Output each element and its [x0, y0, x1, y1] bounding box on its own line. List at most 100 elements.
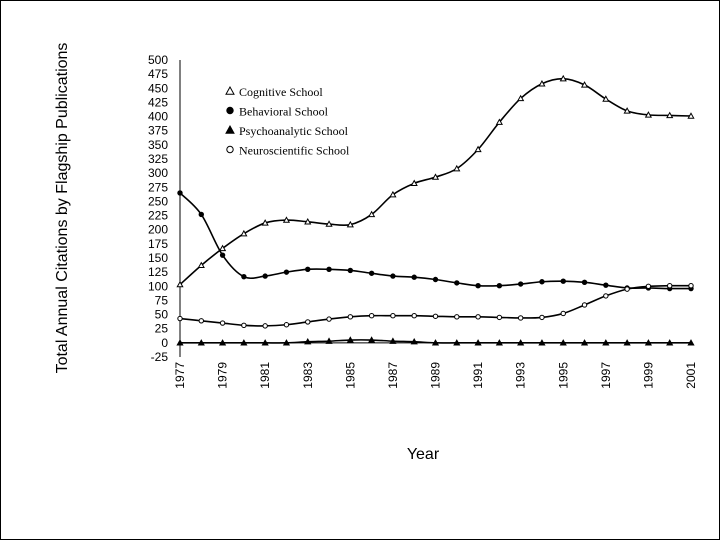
data-point-cognitive-school [218, 244, 227, 252]
data-point-behavioral-school [496, 283, 503, 289]
y-tick-label: 500 [148, 53, 168, 67]
x-tick-label: 1991 [471, 362, 485, 389]
data-point-psychoanalytic-school [410, 337, 418, 345]
data-point-cognitive-school [666, 111, 674, 119]
data-point-psychoanalytic-school [261, 339, 269, 346]
data-point-neuroscientific-school [603, 293, 609, 299]
x-tick-label: 1981 [258, 362, 272, 389]
data-point-behavioral-school [390, 273, 396, 279]
data-point-behavioral-school [368, 270, 375, 276]
y-tick-label: 75 [155, 293, 169, 307]
y-tick-label: 125 [148, 265, 168, 279]
data-point-cognitive-school [453, 164, 461, 172]
data-point-cognitive-school [197, 261, 205, 269]
data-point-neuroscientific-school [496, 314, 503, 321]
x-axis-ticks: 1977 1979 1981 1983 1985 1987 1989 1991 1993 1995… [173, 362, 698, 389]
data-point-psychoanalytic-school [389, 337, 397, 344]
x-tick-label: 1979 [216, 362, 230, 389]
x-tick-label: 1989 [429, 362, 443, 389]
legend-label-neuroscientific-school: Neuroscientific School [239, 144, 350, 158]
data-point-cognitive-school [346, 220, 354, 228]
series-cognitive-school [176, 74, 695, 288]
x-tick-label: 1985 [343, 362, 357, 389]
legend-label-cognitive-school: Cognitive School [239, 85, 323, 99]
data-point-behavioral-school [219, 252, 226, 258]
y-tick-label: 400 [148, 110, 168, 124]
data-point-psychoanalytic-school [240, 339, 248, 346]
data-point-cognitive-school [261, 219, 269, 226]
data-point-cognitive-school [410, 179, 418, 187]
x-tick-label: 1997 [599, 362, 613, 389]
data-point-psychoanalytic-school [538, 339, 546, 346]
data-point-behavioral-school [326, 266, 332, 273]
data-point-neuroscientific-school [262, 323, 268, 329]
data-point-neuroscientific-school [241, 322, 247, 329]
y-tick-label: 375 [148, 124, 168, 138]
data-point-neuroscientific-school [517, 315, 524, 321]
data-point-behavioral-school [177, 190, 183, 196]
data-point-psychoanalytic-school [197, 339, 205, 346]
data-point-cognitive-school [538, 79, 546, 87]
series-psychoanalytic-school [176, 336, 695, 346]
y-tick-label: 25 [155, 322, 169, 336]
data-point-behavioral-school [432, 276, 439, 283]
y-tick-label: 100 [148, 279, 168, 293]
data-point-neuroscientific-school [539, 314, 545, 321]
data-point-neuroscientific-school [411, 313, 417, 319]
y-tick-label: 250 [148, 194, 168, 208]
data-point-neuroscientific-school [454, 314, 460, 320]
data-point-cognitive-school [602, 95, 610, 102]
data-point-neuroscientific-school [581, 302, 588, 308]
y-axis-title: Total Annual Citations by Flagship Publi… [54, 43, 71, 374]
y-tick-label: 225 [148, 209, 168, 223]
y-tick-label: 175 [148, 237, 168, 251]
y-tick-label: 0 [161, 336, 168, 350]
data-point-neuroscientific-school [475, 314, 481, 320]
data-point-cognitive-school [495, 118, 503, 125]
y-tick-label: 475 [148, 67, 168, 81]
data-point-cognitive-school [176, 280, 184, 288]
x-tick-label: 1993 [514, 362, 528, 389]
data-point-cognitive-school [623, 107, 631, 114]
data-point-behavioral-school [517, 281, 524, 287]
data-point-psychoanalytic-school [687, 339, 695, 346]
data-point-psychoanalytic-school [474, 339, 482, 346]
data-point-behavioral-school [283, 269, 290, 275]
data-point-psychoanalytic-school [368, 336, 376, 343]
data-point-cognitive-school [240, 229, 248, 237]
x-tick-label: 1987 [386, 362, 400, 389]
x-tick-label: 1999 [641, 362, 655, 389]
data-point-psychoanalytic-school [218, 339, 227, 346]
data-point-behavioral-school [411, 274, 417, 280]
data-point-cognitive-school [559, 74, 567, 82]
series-neuroscientific-school [177, 283, 694, 329]
x-tick-label: 1983 [301, 362, 315, 389]
data-point-cognitive-school [517, 94, 525, 102]
data-point-cognitive-school [325, 220, 333, 227]
data-point-neuroscientific-school [219, 320, 226, 326]
data-point-behavioral-school [539, 279, 545, 285]
data-point-cognitive-school [368, 210, 376, 218]
data-point-neuroscientific-school [688, 283, 694, 289]
y-tick-label: 325 [148, 152, 168, 166]
data-point-neuroscientific-school [305, 319, 311, 325]
data-point-cognitive-school [687, 112, 695, 119]
y-tick-label: 450 [148, 81, 168, 95]
legend-marker-behavioral-school [226, 106, 234, 115]
data-point-cognitive-school [389, 190, 397, 198]
data-point-behavioral-school [262, 273, 268, 279]
data-point-neuroscientific-school [560, 310, 566, 317]
data-point-neuroscientific-school [177, 315, 183, 322]
data-point-psychoanalytic-school [559, 339, 567, 346]
legend-marker-psychoanalytic-school [225, 124, 235, 134]
data-point-neuroscientific-school [326, 316, 332, 322]
x-axis-title: Year [407, 446, 440, 463]
data-point-neuroscientific-school [390, 313, 396, 319]
y-tick-label: 200 [148, 223, 168, 237]
data-point-behavioral-school [475, 283, 481, 289]
legend-marker-neuroscientific-school [226, 145, 234, 154]
legend-marker-cognitive-school [225, 85, 235, 95]
data-point-behavioral-school [581, 279, 588, 286]
data-point-behavioral-school [305, 266, 311, 273]
data-point-behavioral-school [603, 282, 609, 288]
